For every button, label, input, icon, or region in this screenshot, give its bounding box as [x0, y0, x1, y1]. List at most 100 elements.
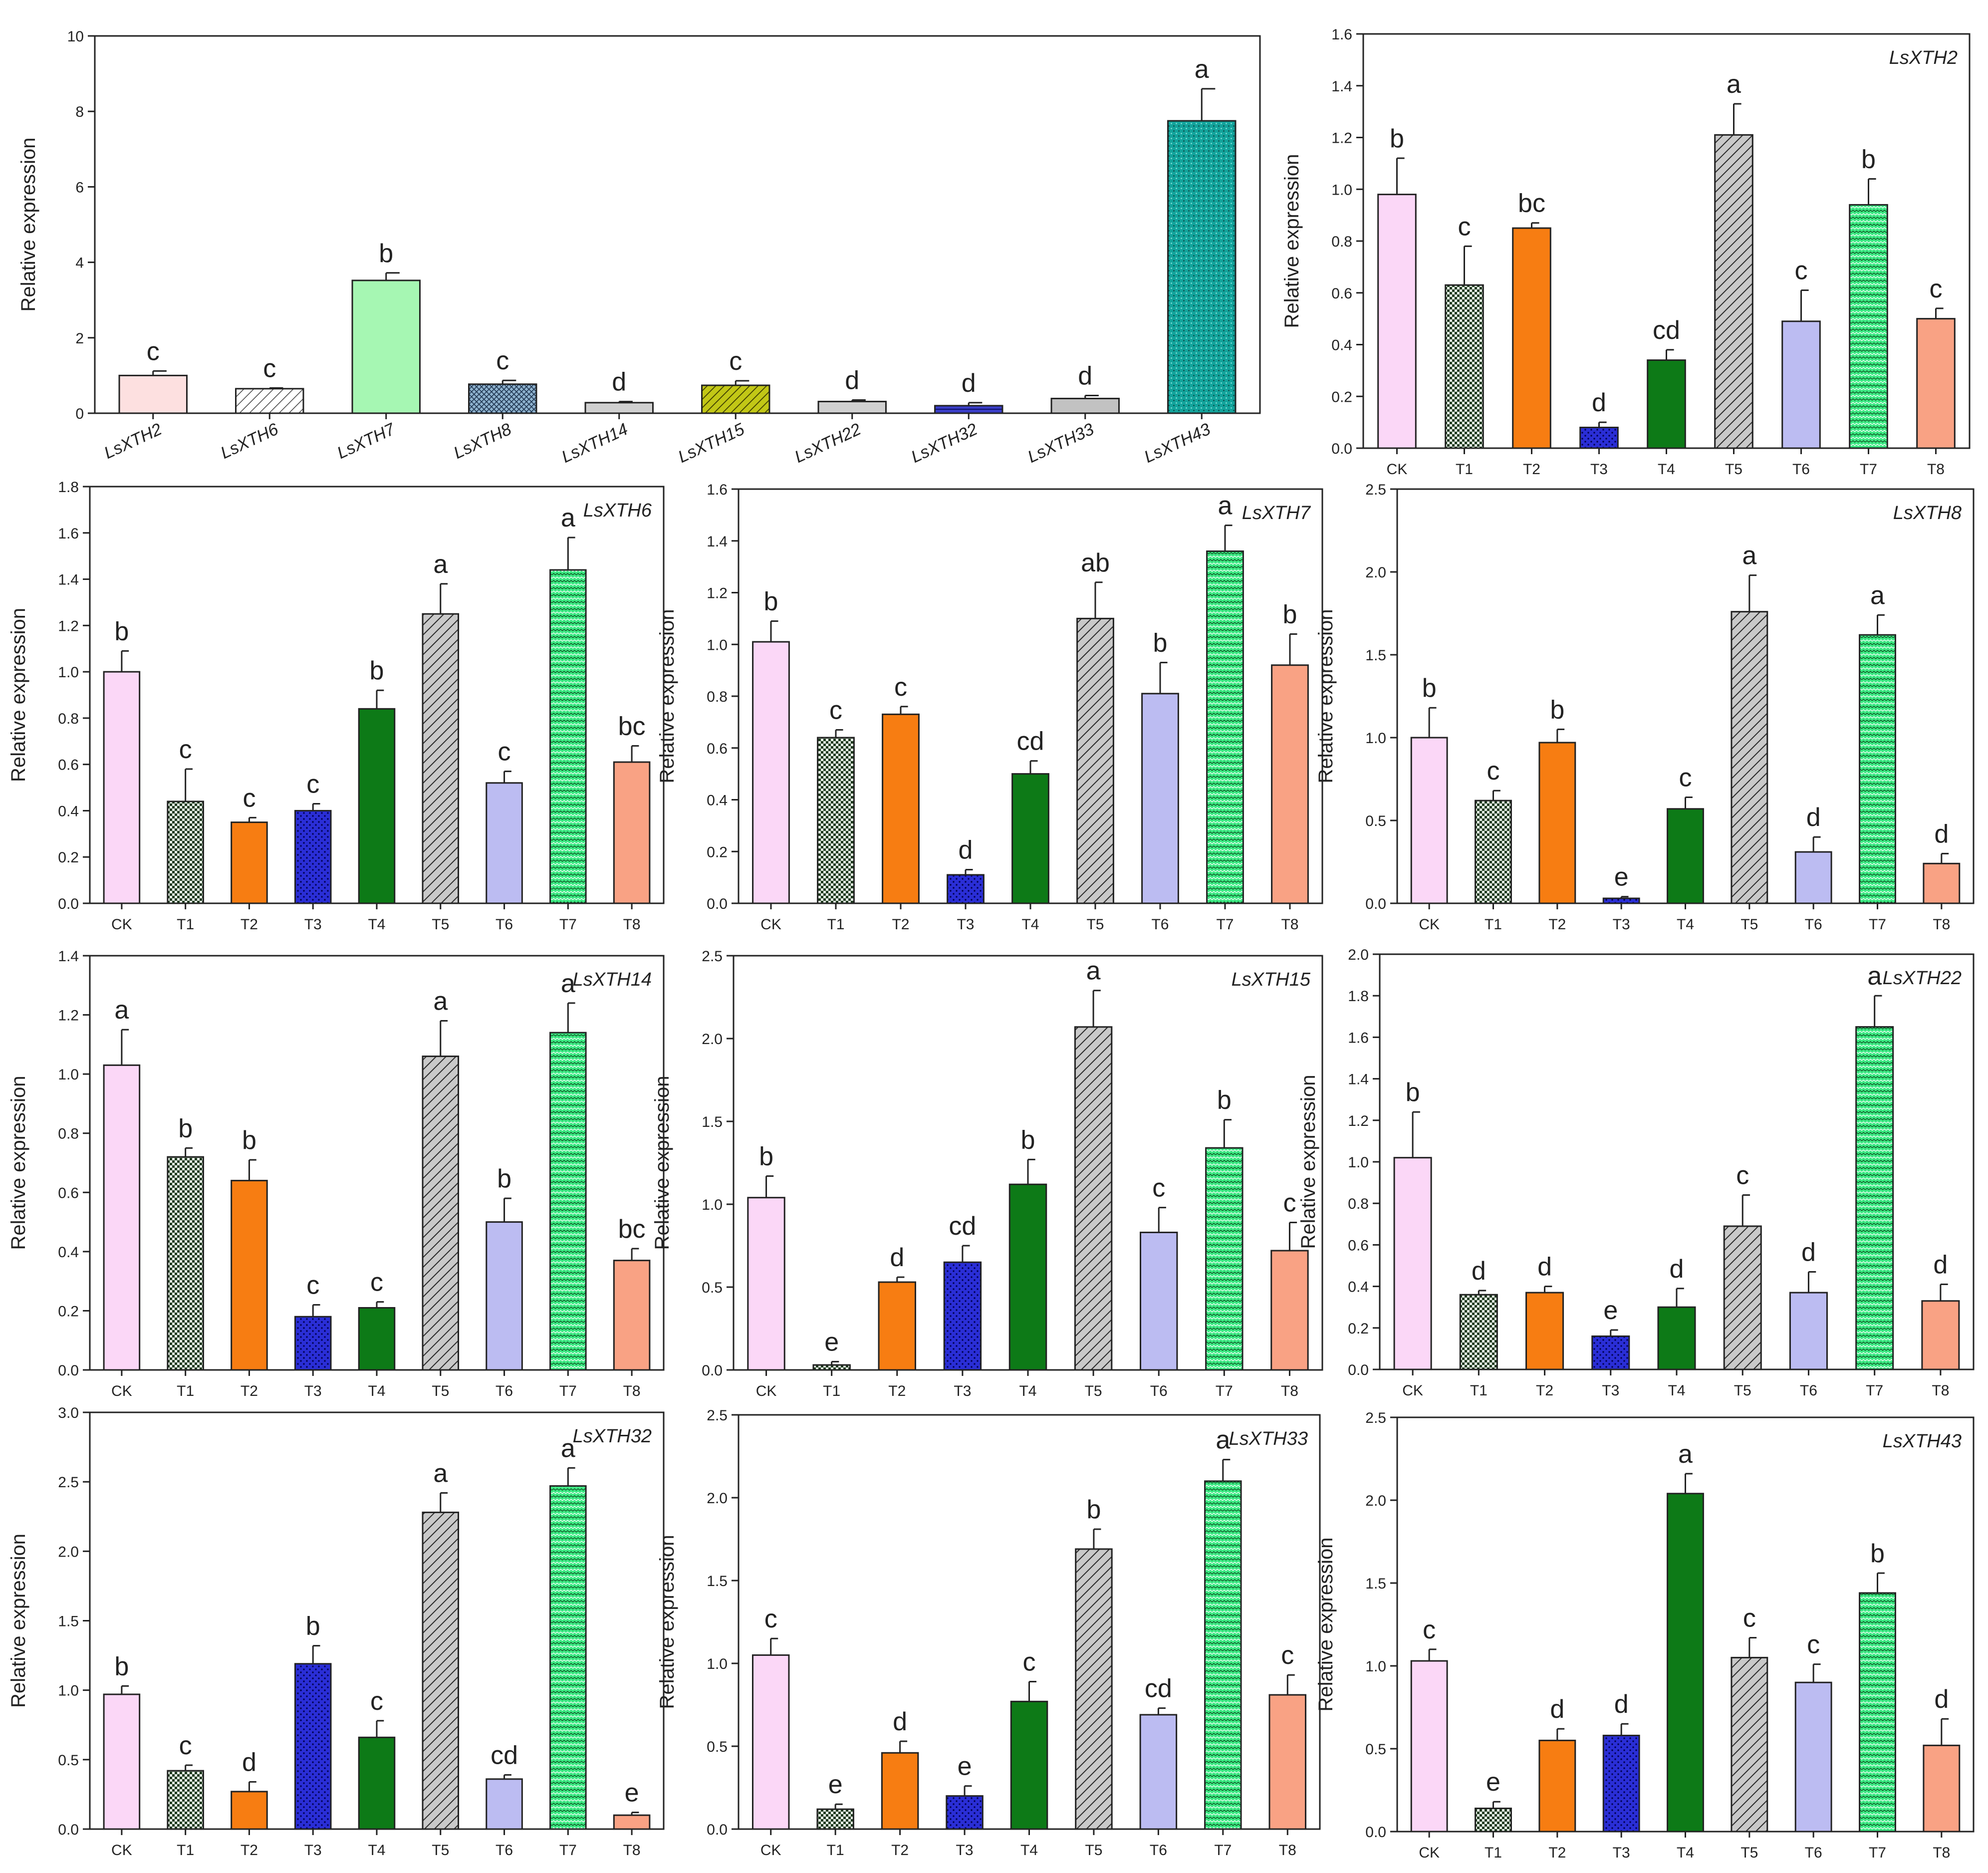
- bar-t6: [1139, 1714, 1178, 1830]
- significance-letter: c: [179, 735, 192, 764]
- x-tick-label: T5: [432, 916, 449, 933]
- bar-t8: [1271, 664, 1309, 904]
- x-tick-label: T5: [1085, 1383, 1102, 1399]
- y-tick-label: 0.6: [1348, 1237, 1369, 1254]
- bar-ck: [1410, 1660, 1448, 1833]
- x-tick-label: T5: [1734, 1382, 1751, 1399]
- y-tick-label: 1.5: [702, 1114, 723, 1130]
- x-tick-label: T4: [368, 1842, 385, 1859]
- y-tick-label: 1.0: [1348, 1154, 1369, 1171]
- x-tick-label: LsXTH32: [908, 420, 981, 467]
- significance-letter: cd: [491, 1741, 518, 1770]
- significance-letter: b: [1217, 1086, 1232, 1115]
- y-tick-label: 0.0: [707, 1822, 728, 1838]
- chart-lsxth8: 0.0 0.5 1.0 1.5 2.0 2.5 Relative expression LsX…: [1315, 482, 1975, 933]
- x-tick-label: T7: [559, 916, 577, 933]
- y-tick-label: 0.0: [58, 1822, 79, 1838]
- bar-t2: [231, 821, 268, 904]
- significance-letter: b: [1861, 145, 1876, 174]
- x-tick-label: CK: [1419, 1845, 1440, 1861]
- y-tick-label: 2.5: [707, 1407, 728, 1424]
- significance-letter: e: [958, 1752, 972, 1781]
- x-tick-label: LsXTH33: [1025, 420, 1097, 467]
- x-tick-label: T6: [496, 1842, 513, 1859]
- x-tick-label: CK: [111, 1842, 132, 1859]
- significance-letter: c: [1423, 1615, 1436, 1644]
- significance-letter: c: [729, 347, 742, 376]
- panel-title: LsXTH7: [1242, 503, 1311, 524]
- significance-letter: a: [1867, 962, 1882, 991]
- x-tick-label: T1: [1485, 1845, 1502, 1861]
- significance-letter: d: [1934, 819, 1949, 848]
- x-tick-label: T3: [954, 1383, 971, 1399]
- y-tick-label: 3.0: [58, 1405, 79, 1421]
- y-tick-label: 1.5: [1365, 1576, 1386, 1592]
- significance-letter: d: [242, 1748, 256, 1777]
- bar-t2: [1512, 227, 1551, 449]
- y-tick-label: 1.0: [702, 1197, 723, 1213]
- y-tick-label: 0.6: [707, 741, 728, 757]
- bar-t4: [1010, 1700, 1048, 1830]
- y-tick-label: 2.0: [1365, 564, 1386, 581]
- significance-letter: e: [625, 1779, 639, 1808]
- y-tick-label: 0.2: [58, 1303, 79, 1320]
- significance-letter: c: [263, 354, 276, 383]
- significance-letter: c: [894, 673, 907, 702]
- significance-letter: d: [1078, 361, 1092, 390]
- x-tick-label: T3: [1613, 1845, 1630, 1861]
- y-tick-label: 0.4: [58, 1244, 79, 1261]
- significance-letter: c: [1281, 1641, 1294, 1670]
- y-tick-label: 0.4: [1348, 1279, 1369, 1296]
- bar-t3: [947, 874, 985, 904]
- bar-t1: [817, 737, 855, 904]
- y-tick-label: 0.6: [1331, 285, 1352, 302]
- y-tick-label: 2.5: [702, 948, 723, 965]
- y-tick-label: 8: [75, 104, 84, 120]
- y-tick-label: 0.8: [1331, 234, 1352, 250]
- x-tick-label: T1: [827, 916, 844, 933]
- bar-t8: [1923, 862, 1961, 904]
- y-tick-label: 2.5: [58, 1474, 79, 1491]
- x-tick-label: CK: [756, 1383, 777, 1399]
- significance-letter: b: [1021, 1125, 1035, 1154]
- significance-letter: e: [1614, 863, 1629, 892]
- panel-title: LsXTH6: [583, 500, 652, 521]
- y-tick-label: 1.0: [58, 1067, 79, 1083]
- x-tick-label: T4: [1021, 916, 1039, 933]
- y-tick-label: 0.2: [58, 849, 79, 866]
- bar-t7: [1205, 1147, 1243, 1371]
- significance-letter: e: [1603, 1296, 1618, 1325]
- bar-lsxth6: [235, 388, 304, 414]
- bar-t2: [1538, 742, 1576, 904]
- significance-letter: e: [828, 1770, 843, 1799]
- y-tick-label: 1.5: [707, 1573, 728, 1590]
- significance-letter: a: [1870, 581, 1885, 610]
- significance-letter: b: [764, 587, 778, 616]
- y-axis-label: Relative expression: [1315, 1537, 1337, 1711]
- significance-letter: c: [764, 1605, 777, 1633]
- y-axis-label: Relative expression: [1315, 609, 1337, 783]
- significance-letter: c: [370, 1268, 383, 1297]
- x-tick-label: CK: [760, 1842, 781, 1859]
- y-tick-label: 1.8: [1348, 988, 1369, 1005]
- y-axis-label: Relative expression: [656, 609, 678, 783]
- significance-letter: a: [561, 504, 575, 533]
- y-tick-label: 0.5: [707, 1739, 728, 1755]
- significance-letter: d: [1801, 1238, 1816, 1267]
- chart-lsxth33: 0.0 0.5 1.0 1.5 2.0 2.5 Relative expression LsX…: [656, 1407, 1321, 1859]
- x-tick-label: LsXTH8: [451, 420, 514, 463]
- significance-letter: c: [1795, 257, 1808, 285]
- y-tick-label: 0.8: [1348, 1196, 1369, 1212]
- bar-t8: [1916, 318, 1956, 449]
- x-tick-label: T1: [1485, 916, 1502, 933]
- significance-letter: a: [1727, 70, 1741, 99]
- x-tick-label: T2: [891, 1842, 909, 1859]
- bar-t8: [613, 1260, 651, 1371]
- y-tick-label: 1.4: [1331, 78, 1352, 95]
- bar-t3: [1591, 1335, 1630, 1370]
- significance-letter: c: [1743, 1604, 1756, 1633]
- bar-t4: [1667, 808, 1704, 904]
- significance-letter: d: [893, 1707, 907, 1736]
- x-tick-label: T5: [1085, 1842, 1102, 1859]
